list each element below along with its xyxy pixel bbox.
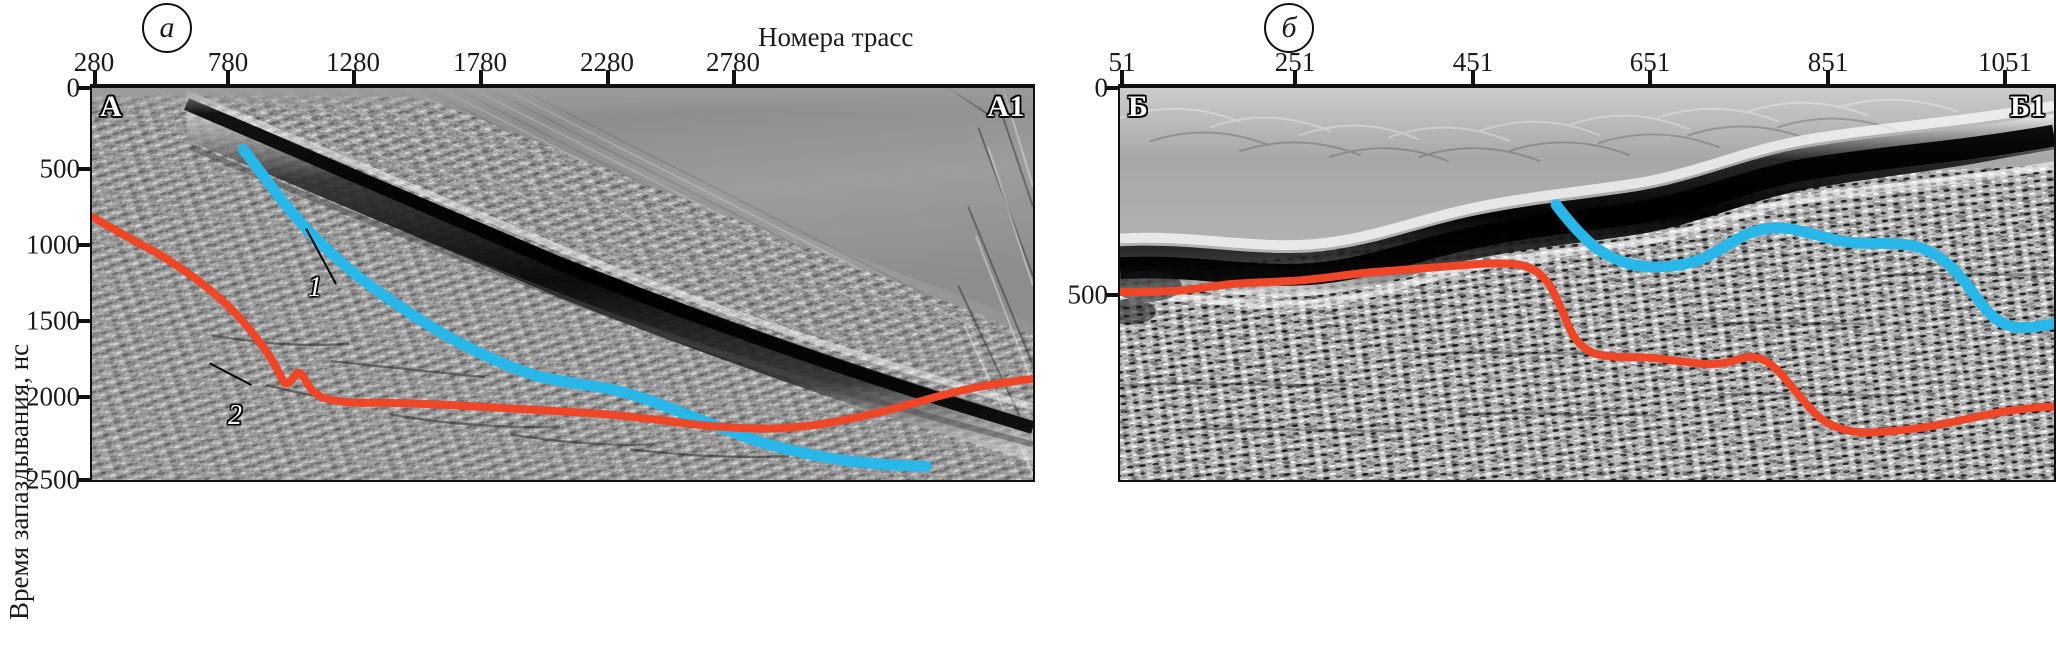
x-tick-a-3 (479, 70, 483, 85)
radargram-b-image (1120, 88, 2054, 480)
x-tick-a-0 (93, 70, 97, 85)
radargram-panel-b[interactable]: Б Б1 (1118, 86, 2056, 482)
tick-label-y-b-0: 0 (1094, 72, 1109, 103)
radargram-panel-a[interactable]: А А1 (90, 86, 1035, 482)
annotation-number-1: 1 (308, 272, 322, 303)
y-tick-a-2 (78, 243, 92, 247)
x-tick-a-1 (226, 70, 230, 85)
panel-letter-b: б (1264, 3, 1314, 53)
x-tick-b-0 (1120, 70, 1124, 85)
y-tick-a-1 (78, 167, 92, 171)
x-tick-b-2 (1471, 70, 1475, 85)
tick-label-y-a-0: 0 (66, 72, 81, 103)
corner-label-b-left: Б (1128, 90, 1149, 123)
corner-label-a-left: А (100, 90, 123, 123)
tick-label-y-a-4: 2000 (26, 381, 80, 412)
x-tick-a-2 (352, 70, 356, 85)
panel-letter-a-text: а (159, 11, 175, 44)
corner-label-a-right: А1 (987, 90, 1025, 123)
tick-label-y-a-3: 1500 (26, 305, 80, 336)
corner-label-b-right: Б1 (2010, 90, 2046, 123)
x-tick-b-5 (2003, 70, 2007, 85)
x-tick-a-4 (606, 70, 610, 85)
tick-label-y-b-1: 500 (1067, 279, 1109, 310)
y-tick-b-1 (1106, 293, 1120, 297)
y-tick-a-4 (78, 395, 92, 399)
tick-label-y-a-1: 500 (39, 153, 81, 184)
y-tick-a-0 (78, 86, 92, 90)
x-axis-title: Номера трасс (758, 22, 914, 52)
panel-letter-a: а (142, 3, 192, 53)
tick-label-y-a-5: 2500 (26, 464, 80, 495)
y-tick-a-5 (78, 478, 92, 482)
x-tick-b-1 (1293, 70, 1297, 85)
x-tick-b-4 (1826, 70, 1830, 85)
tick-label-y-a-2: 1000 (26, 229, 80, 260)
panel-letter-b-text: б (1281, 11, 1297, 44)
x-tick-b-3 (1648, 70, 1652, 85)
x-tick-a-5 (732, 70, 736, 85)
annotation-number-2: 2 (228, 400, 242, 431)
y-tick-b-0 (1106, 86, 1120, 90)
y-tick-a-3 (78, 319, 92, 323)
